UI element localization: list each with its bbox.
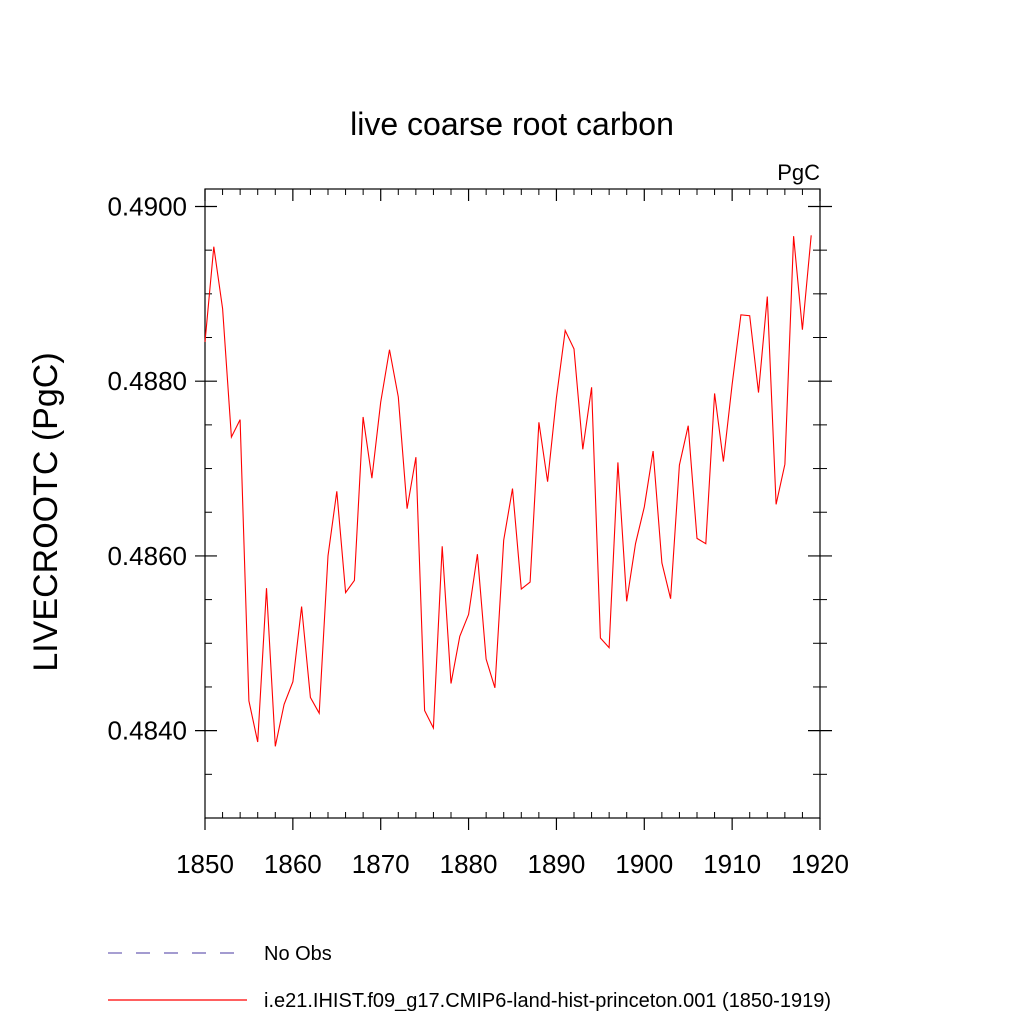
- x-tick-label: 1880: [440, 849, 498, 879]
- x-tick-label: 1850: [176, 849, 234, 879]
- series-layer: [204, 235, 812, 747]
- x-tick-label: 1860: [264, 849, 322, 879]
- x-tick-label: 1890: [528, 849, 586, 879]
- legend: No Obs i.e21.IHIST.f09_g17.CMIP6-land-hi…: [108, 943, 831, 1012]
- y-tick-label: 0.4880: [107, 366, 187, 396]
- x-tick-label: 1870: [352, 849, 410, 879]
- x-tick-label: 1920: [791, 849, 849, 879]
- series-line: [204, 235, 812, 747]
- y-tick-label: 0.4840: [107, 716, 187, 746]
- y-tick-label: 0.4900: [107, 191, 187, 221]
- x-tick-label: 1900: [615, 849, 673, 879]
- y-axis-label: LIVECROOTC (PgC): [27, 352, 65, 671]
- plot-frame: [204, 188, 821, 819]
- x-tick-label: 1910: [703, 849, 761, 879]
- units-label: PgC: [777, 160, 820, 185]
- chart-title: live coarse root carbon: [350, 106, 674, 142]
- y-tick-label: 0.4860: [107, 541, 187, 571]
- legend-label-no-obs: No Obs: [264, 943, 332, 965]
- legend-label-series: i.e21.IHIST.f09_g17.CMIP6-land-hist-prin…: [264, 990, 831, 1012]
- axis-ticks: 1850 1860 1870 1880 1890 1900 1910 1920 0.4840 0.…: [107, 189, 849, 879]
